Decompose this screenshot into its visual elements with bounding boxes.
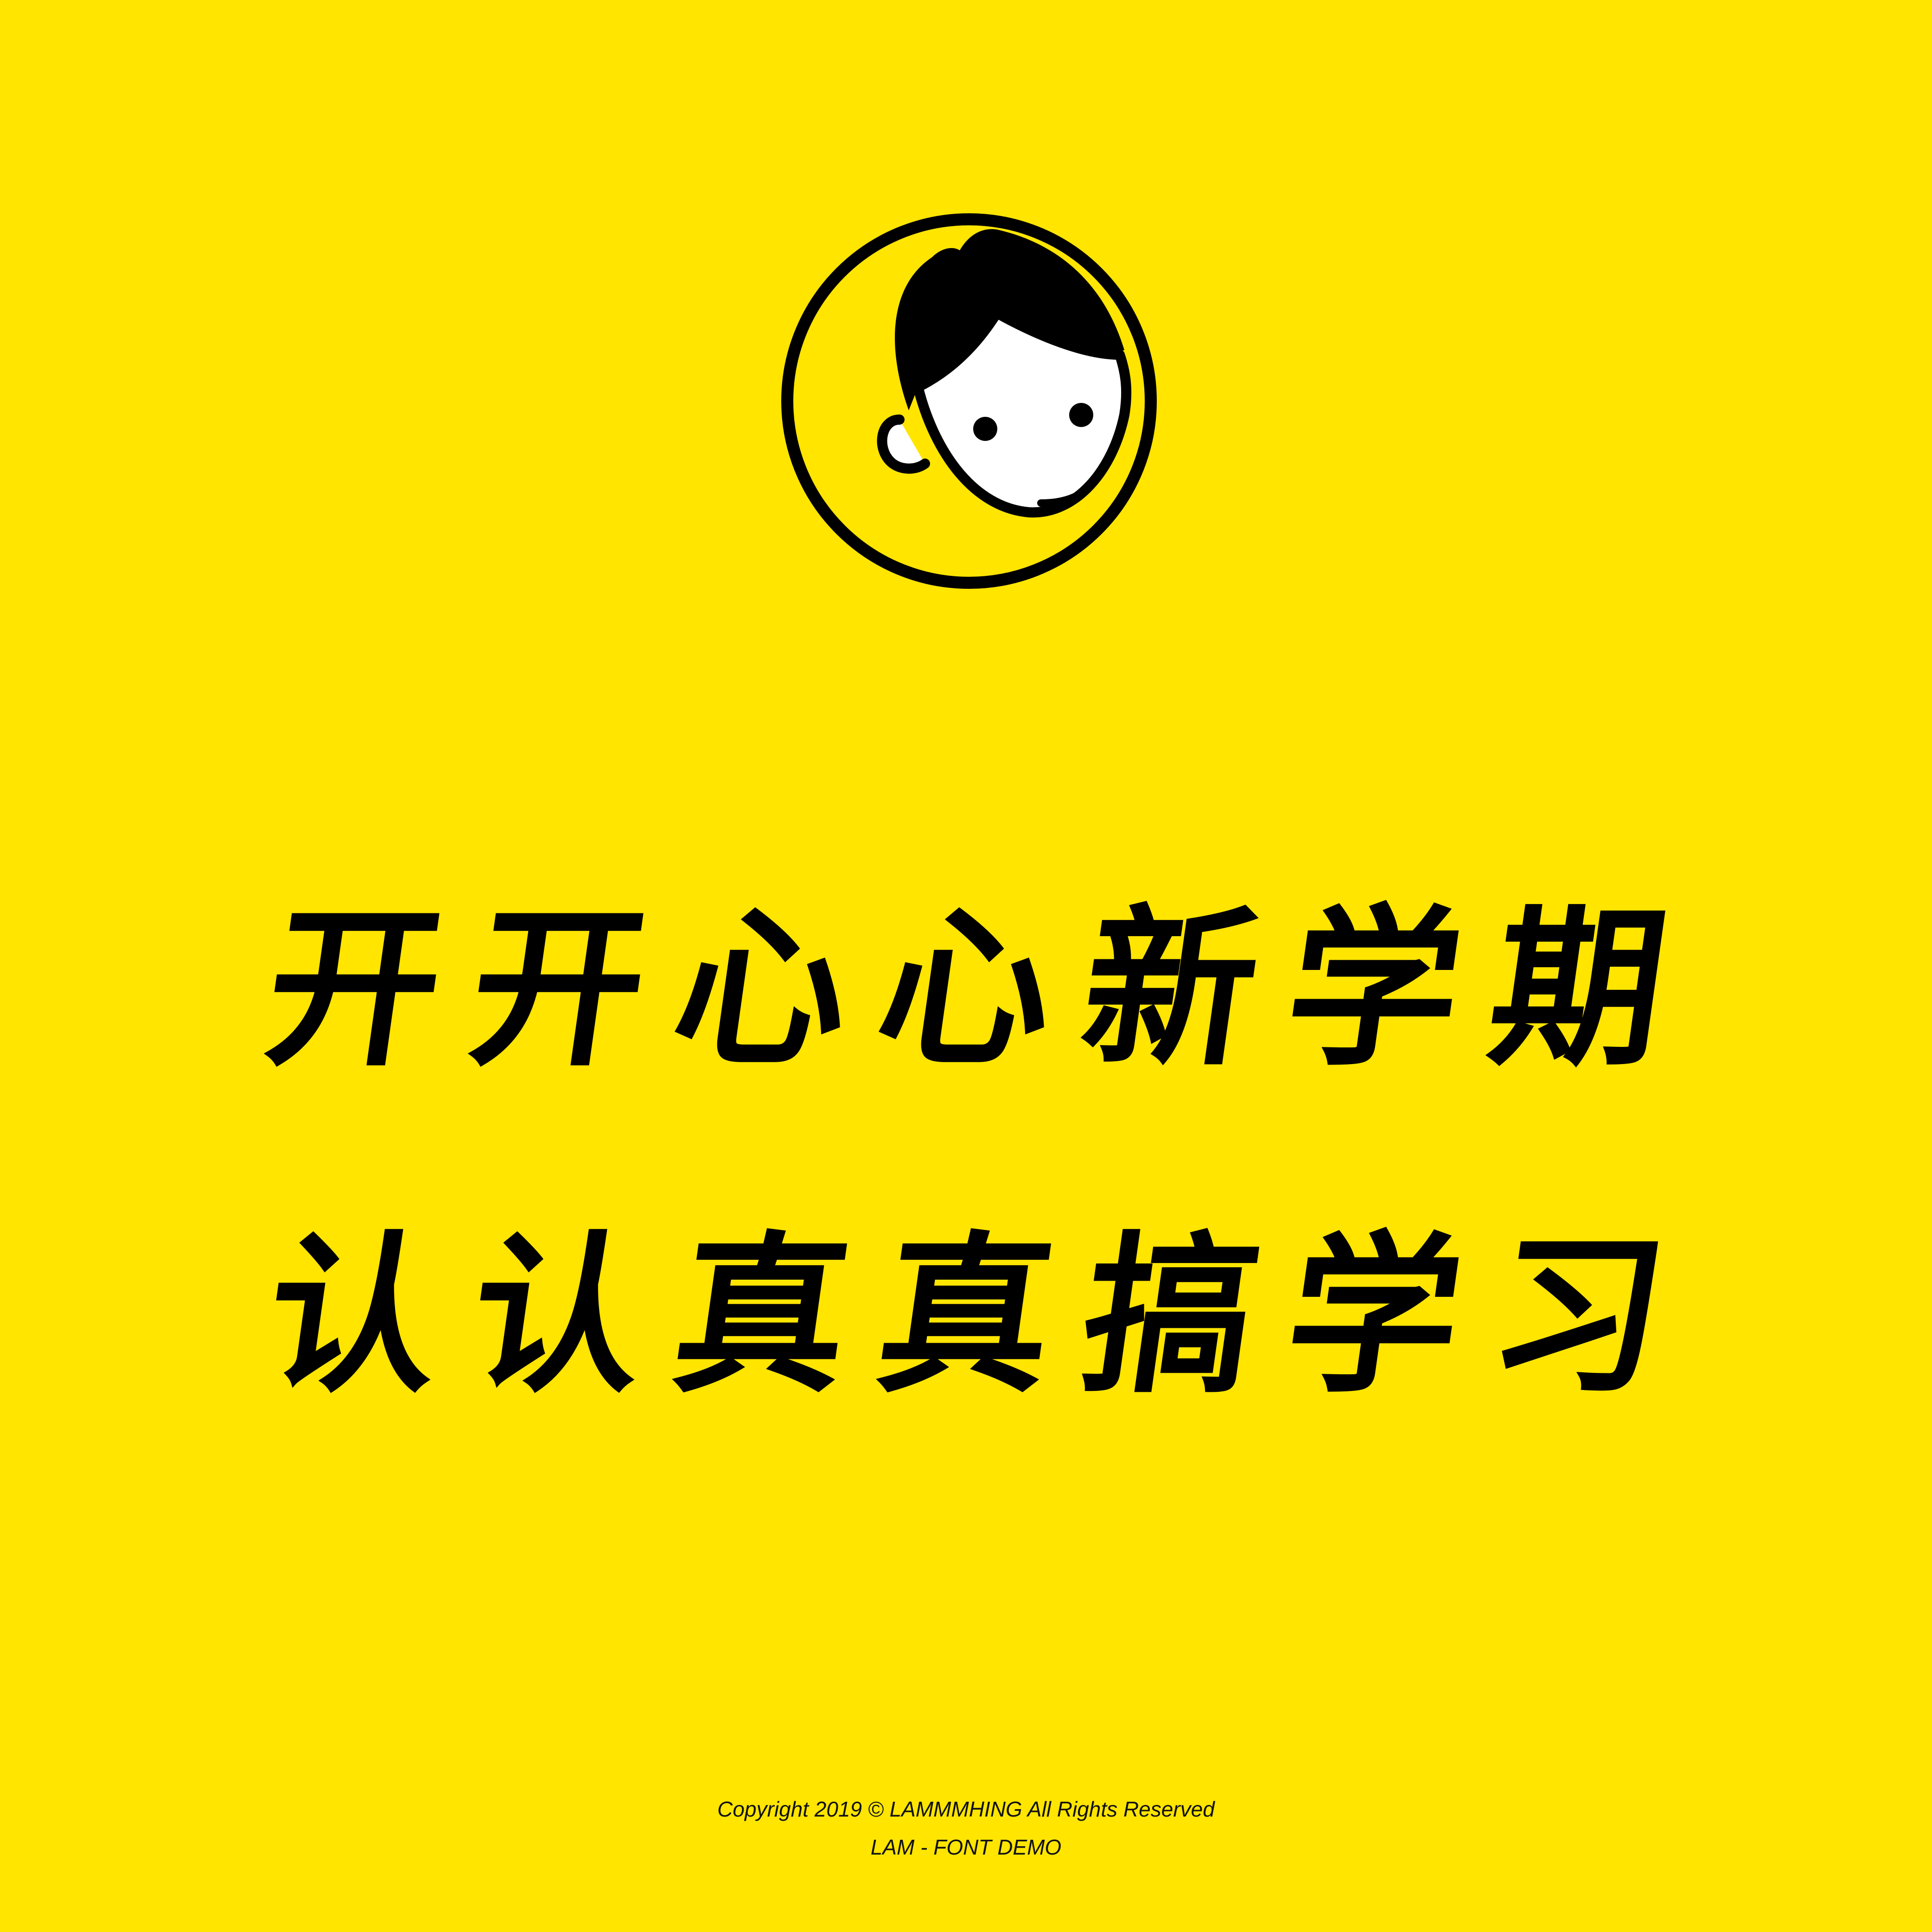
- headline-line-2: 认 认 真 真 搞 学 习: [0, 1217, 1932, 1416]
- logo-smile: [1037, 490, 1084, 507]
- headline-char: 学: [1274, 1217, 1474, 1416]
- headline-char: 真: [662, 1217, 862, 1416]
- logo-ring: [781, 213, 1157, 589]
- headline-char: 新: [1070, 890, 1270, 1090]
- headline-char: 期: [1478, 890, 1678, 1090]
- headline-char: 心: [866, 890, 1066, 1090]
- headline-char: 认: [254, 1217, 454, 1416]
- logo-left-eye: [973, 417, 997, 441]
- headline-char: 学: [1274, 890, 1474, 1090]
- headline-char: 心: [662, 890, 862, 1090]
- headline-char: 真: [866, 1217, 1066, 1416]
- headline-char: 习: [1478, 1217, 1678, 1416]
- headline-char: 开: [458, 890, 658, 1090]
- avatar-logo-icon: [781, 213, 1157, 589]
- headline-char: 开: [254, 890, 454, 1090]
- headline-char: 认: [458, 1217, 658, 1416]
- logo-ear: [877, 414, 930, 474]
- headline-char: 搞: [1070, 1217, 1270, 1416]
- headline-line-1: 开 开 心 心 新 学 期: [0, 890, 1932, 1090]
- copyright-text: Copyright 2019 © LAMMMHING All Rights Re…: [717, 1797, 1215, 1821]
- font-demo-label: LAM - FONT DEMO: [870, 1835, 1062, 1859]
- logo-right-eye: [1069, 403, 1093, 427]
- logo-hair: [895, 229, 1124, 410]
